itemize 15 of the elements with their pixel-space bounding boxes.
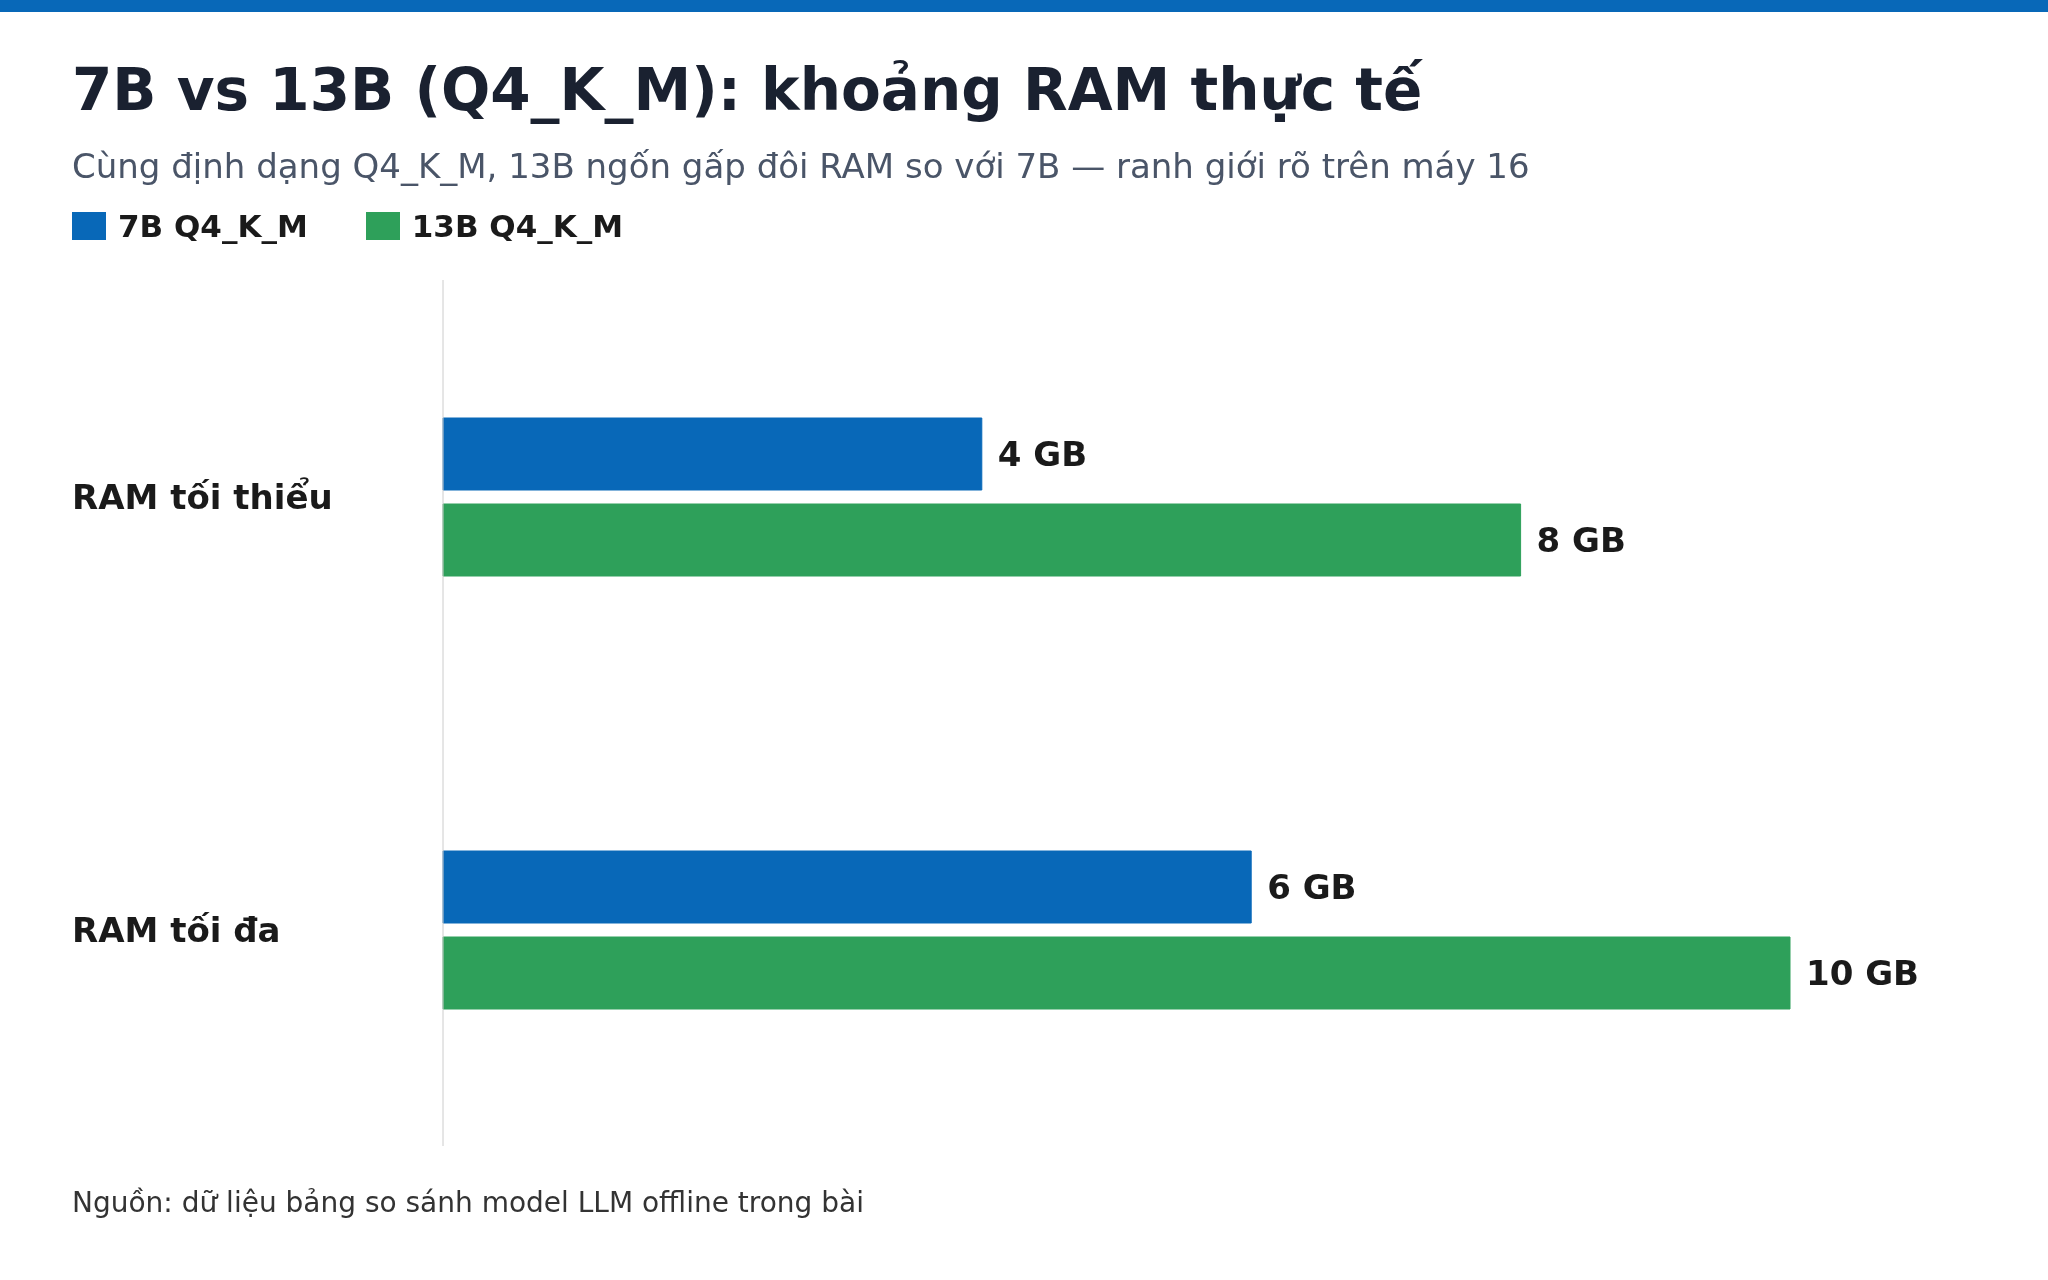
data-label: 10 GB	[1806, 953, 1919, 993]
legend-label: 13B Q4_K_M	[411, 208, 624, 244]
bar	[442, 850, 1252, 924]
legend-label: 7B Q4_K_M	[118, 208, 308, 244]
bar	[442, 503, 1522, 577]
bar	[442, 936, 1791, 1010]
y-tick-label: RAM tối thiểu	[72, 476, 333, 517]
data-label: 4 GB	[997, 434, 1088, 474]
chart-subtitle: Cùng định dạng Q4_K_M, 13B ngốn gấp đôi RAM so với 7B — ranh giới rõ trên máy 16	[72, 146, 1530, 186]
bar	[442, 417, 983, 491]
y-tick-label: RAM tối đa	[72, 909, 281, 950]
data-label: 8 GB	[1536, 520, 1626, 560]
data-label: 6 GB	[1267, 867, 1357, 907]
text: Nguồn: dữ liệu bảng so sánh model LLM offline trong bài	[72, 1186, 864, 1219]
chart-title: 7B vs 13B (Q4_K_M): khoảng RAM thực tế	[72, 56, 1423, 124]
